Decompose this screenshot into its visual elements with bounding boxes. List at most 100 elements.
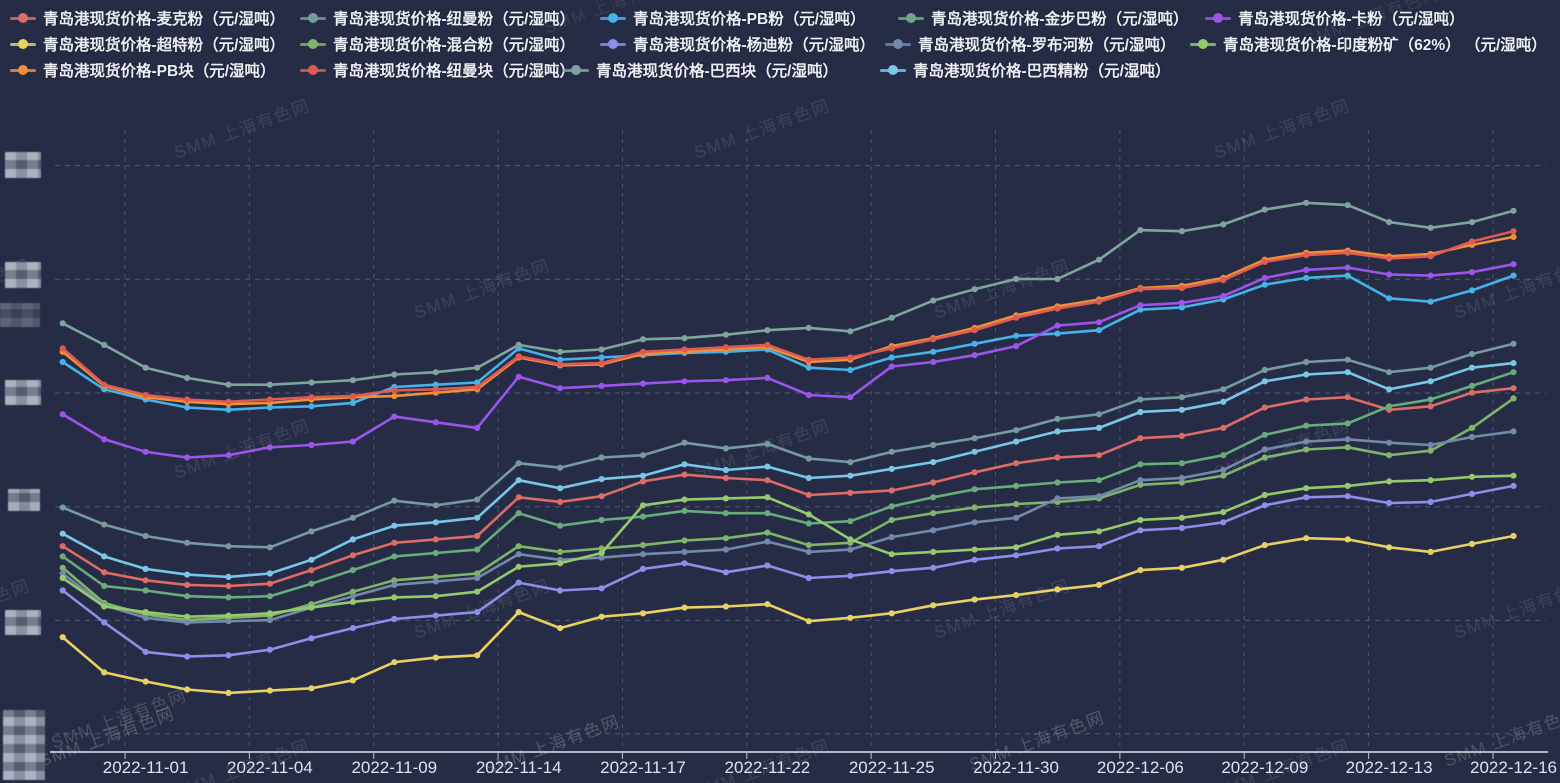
data-point[interactable] [266, 646, 273, 653]
data-point[interactable] [1137, 567, 1144, 574]
data-point[interactable] [1137, 306, 1144, 313]
data-point[interactable] [1468, 219, 1476, 226]
data-point[interactable] [1220, 556, 1227, 563]
data-point[interactable] [1013, 544, 1020, 551]
data-point[interactable] [101, 619, 108, 626]
data-point[interactable] [1468, 490, 1476, 497]
data-point[interactable] [474, 514, 481, 521]
data-point[interactable] [598, 585, 605, 592]
data-point[interactable] [557, 361, 564, 368]
data-point[interactable] [1013, 592, 1020, 599]
data-point[interactable] [308, 556, 315, 563]
data-point[interactable] [1013, 482, 1020, 489]
data-point[interactable] [639, 478, 647, 485]
data-point[interactable] [764, 601, 771, 608]
data-point[interactable] [1510, 385, 1517, 392]
data-point[interactable] [349, 625, 356, 632]
data-point[interactable] [847, 518, 854, 525]
data-point[interactable] [971, 327, 978, 334]
data-point[interactable] [101, 553, 108, 560]
data-point[interactable] [681, 548, 688, 556]
data-point[interactable] [722, 569, 730, 576]
data-point[interactable] [1054, 322, 1061, 329]
data-point[interactable] [722, 344, 730, 351]
data-point[interactable] [225, 594, 232, 601]
data-point[interactable] [722, 546, 730, 553]
data-point[interactable] [557, 548, 564, 556]
data-point[interactable] [971, 469, 978, 476]
data-point[interactable] [639, 336, 647, 343]
data-point[interactable] [1095, 327, 1103, 334]
data-point[interactable] [1468, 540, 1476, 548]
data-point[interactable] [1386, 439, 1393, 446]
data-point[interactable] [847, 472, 854, 479]
data-point[interactable] [1386, 499, 1393, 507]
legend-item-maikefen[interactable]: 青岛港现货价格-麦克粉（元/湿吨） [10, 8, 285, 28]
data-point[interactable] [930, 348, 937, 355]
data-point[interactable] [598, 554, 605, 561]
data-point[interactable] [1427, 441, 1434, 449]
data-point[interactable] [847, 459, 854, 466]
data-point[interactable] [764, 529, 771, 536]
data-point[interactable] [764, 341, 771, 348]
data-point[interactable] [1303, 358, 1310, 366]
data-point[interactable] [101, 669, 108, 676]
data-point[interactable] [598, 382, 605, 389]
data-point[interactable] [557, 625, 564, 632]
data-point[interactable] [1261, 542, 1268, 549]
data-point[interactable] [1386, 255, 1393, 262]
data-point[interactable] [1468, 364, 1476, 371]
data-point[interactable] [1303, 485, 1310, 492]
data-point[interactable] [349, 438, 356, 445]
data-point[interactable] [888, 610, 895, 617]
data-point[interactable] [1303, 371, 1310, 378]
data-point[interactable] [1013, 501, 1020, 508]
data-point[interactable] [1510, 228, 1517, 235]
data-point[interactable] [1095, 581, 1103, 589]
data-point[interactable] [1344, 272, 1351, 279]
data-point[interactable] [59, 634, 66, 641]
data-point[interactable] [101, 603, 108, 610]
data-point[interactable] [1054, 305, 1061, 312]
data-point[interactable] [557, 356, 564, 363]
data-point[interactable] [59, 504, 66, 511]
data-point[interactable] [391, 393, 398, 400]
data-point[interactable] [1510, 340, 1517, 347]
data-point[interactable] [515, 563, 522, 570]
data-point[interactable] [266, 570, 273, 577]
data-point[interactable] [225, 398, 232, 405]
data-point[interactable] [1427, 378, 1434, 385]
data-point[interactable] [1054, 586, 1061, 593]
data-point[interactable] [888, 448, 895, 455]
data-point[interactable] [1468, 238, 1476, 245]
data-point[interactable] [308, 604, 315, 611]
data-point[interactable] [1178, 304, 1185, 311]
data-point[interactable] [971, 504, 978, 511]
legend-item-pbkuai[interactable]: 青岛港现货价格-PB块（元/湿吨） [10, 60, 276, 80]
data-point[interactable] [971, 448, 978, 455]
data-point[interactable] [1510, 272, 1517, 279]
data-point[interactable] [1386, 369, 1393, 376]
data-point[interactable] [805, 542, 812, 549]
data-point[interactable] [847, 572, 854, 579]
data-point[interactable] [184, 396, 191, 403]
data-point[interactable] [930, 336, 937, 343]
data-point[interactable] [1095, 298, 1103, 305]
data-point[interactable] [266, 404, 273, 411]
data-point[interactable] [1220, 293, 1227, 300]
data-point[interactable] [1344, 493, 1351, 500]
data-point[interactable] [391, 387, 398, 394]
data-point[interactable] [1220, 452, 1227, 459]
data-point[interactable] [474, 364, 481, 371]
data-point[interactable] [722, 445, 730, 452]
data-point[interactable] [225, 543, 232, 550]
data-point[interactable] [391, 577, 398, 584]
data-point[interactable] [971, 486, 978, 493]
data-point[interactable] [1220, 508, 1227, 516]
data-point[interactable] [391, 615, 398, 623]
data-point[interactable] [930, 564, 937, 571]
data-point[interactable] [805, 491, 812, 499]
data-point[interactable] [515, 353, 522, 360]
data-point[interactable] [1303, 438, 1310, 445]
data-point[interactable] [1344, 202, 1351, 209]
